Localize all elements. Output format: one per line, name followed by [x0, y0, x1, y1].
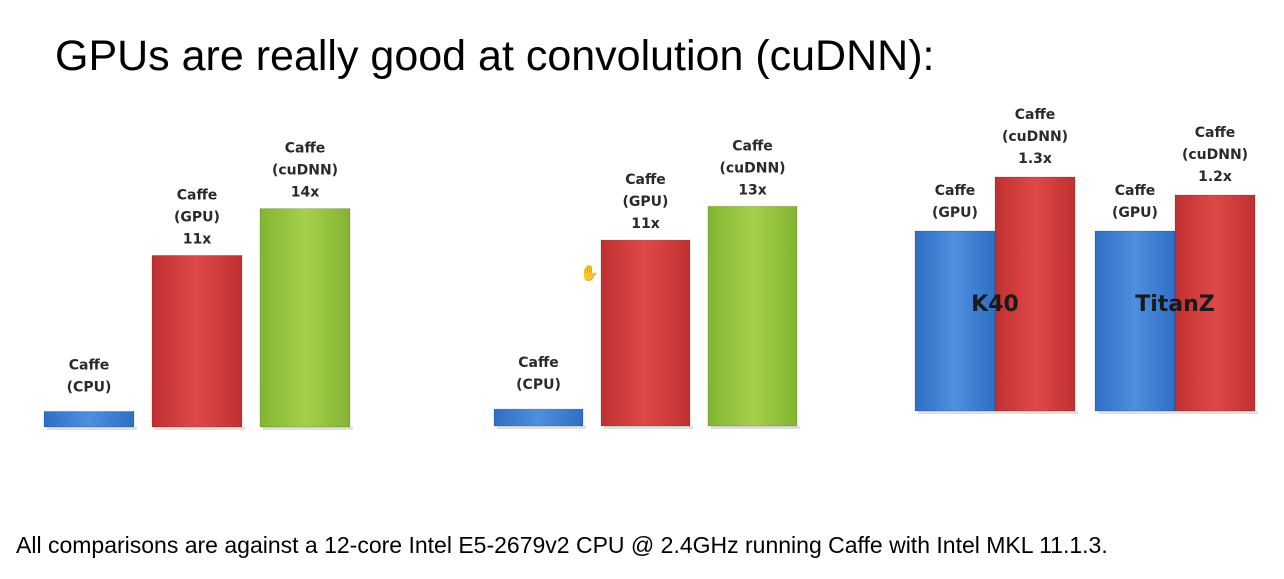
- bar-cudnn-shadow: [998, 411, 1078, 414]
- bar-label: (cuDNN): [1182, 147, 1248, 163]
- chart-2: Caffe (CPU) Caffe (GPU) 11x Caffe (cuDNN) 13x: [493, 138, 800, 429]
- bar-cpu-shadow: [47, 427, 137, 430]
- bar-gpu: [600, 239, 691, 427]
- bar-gpu-shadow: [1098, 411, 1178, 414]
- bar-cudnn: [994, 176, 1076, 412]
- bar-label: Caffe: [1195, 125, 1236, 141]
- chart-1: Caffe (CPU) Caffe (GPU) 11x Caffe (cuDNN) 14x: [43, 141, 353, 430]
- bar-label: (cuDNN): [1002, 129, 1068, 145]
- bar-label: Caffe: [1015, 107, 1056, 123]
- bar-label: 1.2x: [1198, 169, 1232, 185]
- bar-cpu-shadow: [497, 426, 586, 429]
- bar-cpu: [493, 408, 584, 427]
- bar-label: Caffe: [518, 355, 559, 371]
- slide-title: GPUs are really good at convolution (cuD…: [55, 32, 935, 80]
- hand-cursor-icon: ✋: [580, 265, 599, 282]
- bar-cudnn-shadow: [1178, 411, 1258, 414]
- bar-label: (CPU): [516, 377, 561, 393]
- bar-label: (GPU): [932, 205, 978, 221]
- bar-gpu: [1094, 230, 1176, 412]
- bar-label: (cuDNN): [272, 163, 338, 179]
- bar-gpu-shadow: [604, 426, 693, 429]
- bar-label: 13x: [738, 182, 767, 198]
- bar-label: 1.3x: [1018, 151, 1052, 167]
- bar-gpu: [151, 254, 243, 428]
- chart-3: Caffe (GPU) Caffe (cuDNN) 1.3x K40 Caffe (GPU) C…: [914, 107, 1258, 414]
- bar-cudnn: [1174, 194, 1256, 412]
- bar-label: Caffe: [732, 138, 773, 154]
- bar-gpu: [914, 230, 996, 412]
- footnote: All comparisons are against a 12-core In…: [16, 532, 1108, 558]
- group-label: TitanZ: [1135, 292, 1215, 317]
- bar-label: (GPU): [623, 194, 669, 210]
- bar-label: (CPU): [67, 379, 112, 395]
- bar-label: (cuDNN): [719, 160, 785, 176]
- bar-cudnn-shadow: [263, 427, 353, 430]
- group-label: K40: [971, 292, 1019, 317]
- bar-cudnn: [259, 208, 351, 428]
- bar-cudnn-shadow: [711, 426, 800, 429]
- bar-label: Caffe: [1115, 183, 1156, 199]
- bar-cudnn: [707, 205, 798, 427]
- bar-label: Caffe: [285, 141, 326, 157]
- bar-cpu: [43, 410, 135, 428]
- bar-label: Caffe: [935, 183, 976, 199]
- bar-label: Caffe: [69, 357, 110, 373]
- bar-label: Caffe: [625, 172, 666, 188]
- bar-label: 14x: [291, 185, 320, 201]
- bar-gpu-shadow: [155, 427, 245, 430]
- bar-label: 11x: [631, 216, 660, 232]
- bar-label: (GPU): [174, 209, 220, 225]
- bar-label: Caffe: [177, 187, 218, 203]
- bar-gpu-shadow: [918, 411, 998, 414]
- bar-label: 11x: [183, 231, 212, 247]
- bar-label: (GPU): [1112, 205, 1158, 221]
